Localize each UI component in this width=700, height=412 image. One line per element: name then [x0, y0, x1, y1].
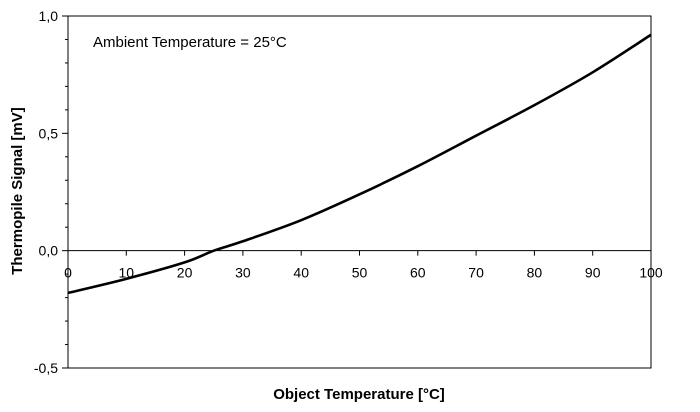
x-tick-label: 60	[410, 265, 426, 281]
annotation-text: Ambient Temperature = 25°C	[93, 34, 287, 51]
x-tick-label: 40	[293, 265, 309, 281]
y-axis-title: Thermopile Signal [mV]	[9, 107, 26, 275]
y-tick-label: 0,0	[39, 243, 59, 259]
plot-frame	[67, 15, 652, 369]
x-tick-label: 30	[235, 265, 251, 281]
plot-border	[67, 15, 652, 369]
x-axis-title: Object Temperature [°C]	[273, 386, 445, 403]
series-group	[67, 33, 652, 295]
x-tick-label: 20	[177, 265, 193, 281]
y-tick-label: 0,5	[39, 125, 59, 141]
y-tick-label: -0,5	[34, 360, 58, 376]
series-line	[67, 33, 652, 295]
x-tick-label: 70	[468, 265, 484, 281]
x-tick-label: 80	[527, 265, 543, 281]
y-axis-ticks: -0,5 0,0 0,5 1,0	[34, 8, 68, 376]
x-tick-label: 90	[585, 265, 601, 281]
x-tick-label: 0	[64, 265, 72, 281]
x-axis-ticks: 0 10 20 30 40 50 60 70 80 90 100	[64, 250, 663, 281]
y-tick-label: 1,0	[39, 8, 59, 24]
x-tick-label: 100	[639, 265, 663, 281]
x-tick-label: 50	[352, 265, 368, 281]
